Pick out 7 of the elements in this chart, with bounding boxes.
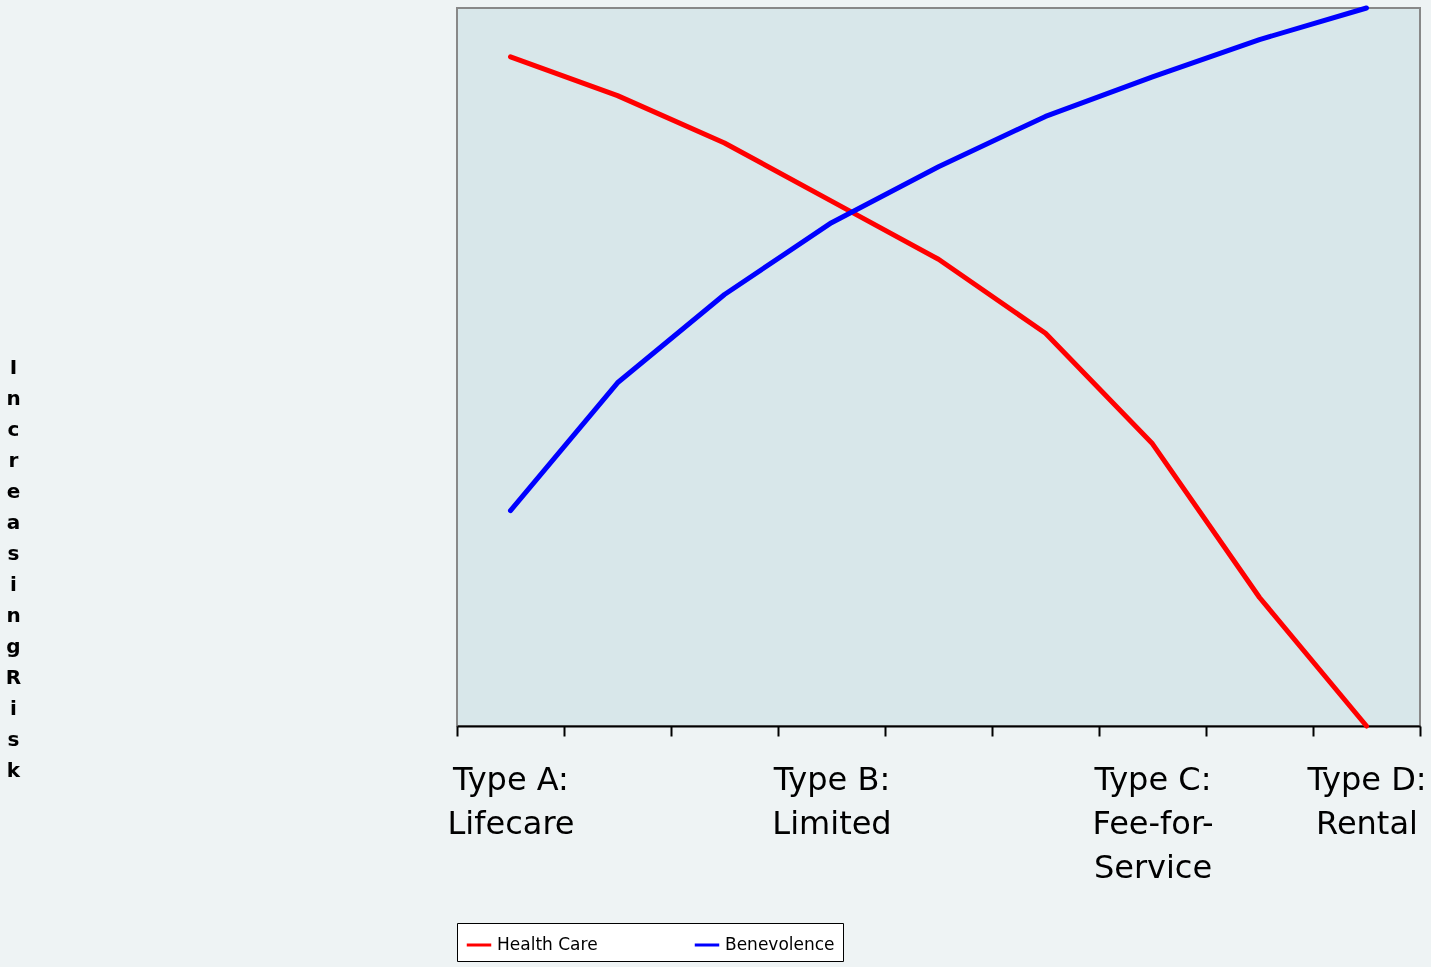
x-tick-label: Type D: Rental [1306,759,1427,842]
x-tick-label: Type C: Fee-for- Service [1092,759,1214,886]
x-tick-label: Type A: Lifecare [447,759,575,842]
legend-label: Benevolence [725,934,835,954]
x-tick-label: Type B: Limited [772,759,892,842]
legend-label: Health Care [497,934,598,954]
text: Increasing Risk [5,354,22,782]
